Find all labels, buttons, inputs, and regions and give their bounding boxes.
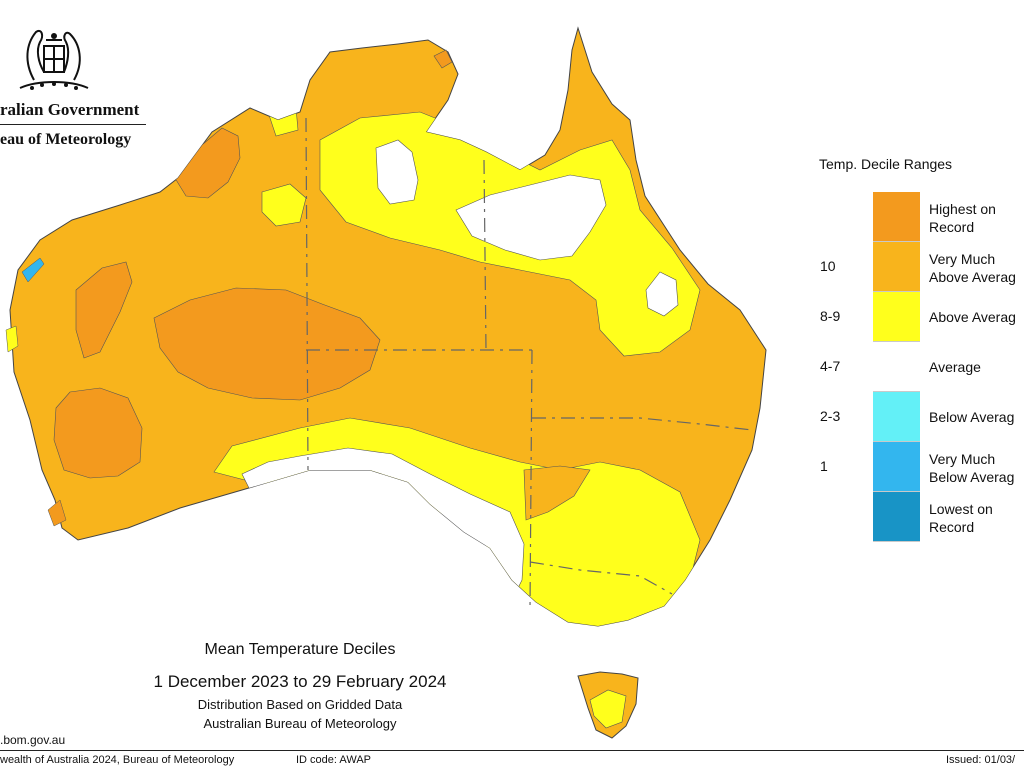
legend-range: 4-7: [820, 358, 841, 374]
tasmania-above-average: [589, 689, 627, 729]
legend-label: Lowest on Record: [929, 501, 993, 535]
island-sw-point: [47, 499, 67, 527]
legend-swatch: [873, 192, 920, 242]
agency-name: ralian Government: [0, 100, 140, 119]
region-highest-wa-west: [75, 261, 133, 359]
region-very-much-above-nsw-south: [523, 465, 591, 521]
legend-swatch: [873, 392, 920, 442]
map-title: Mean Temperature Deciles: [204, 641, 396, 658]
legend-title: Temp. Decile Ranges: [819, 156, 953, 172]
issued-date: Issued: 01/03/: [946, 754, 1016, 766]
legend-label: Highest on Record: [929, 201, 996, 235]
legend-row: 2-3 Below Averag: [820, 392, 1024, 442]
state-borders: [305, 117, 753, 609]
legend-range: 10: [820, 258, 836, 274]
bureau-name: eau of Meteorology: [0, 131, 132, 148]
region-highest-southwest: [53, 387, 143, 479]
legend-swatch: [873, 292, 920, 342]
legend-swatch: [873, 492, 920, 542]
legend-label: Above Averag: [929, 309, 1016, 325]
legend-range: 1: [820, 458, 828, 474]
copyright-text: wealth of Australia 2024, Bureau of Mete…: [0, 754, 235, 766]
footer-divider: [0, 750, 1024, 751]
legend-row: 8-9 Above Averag: [820, 292, 1024, 342]
website-link[interactable]: .bom.gov.au: [0, 733, 66, 747]
legend-label: Very Much Below Averag: [929, 451, 1015, 485]
map-method: Distribution Based on Gridded Data: [197, 697, 403, 712]
legend-label: Below Averag: [929, 409, 1015, 425]
map-source: Australian Bureau of Meteorology: [203, 716, 397, 731]
legend-row: Lowest on Record: [820, 492, 1024, 542]
island-west: [5, 325, 19, 353]
legend-label: Very Much Above Averag: [929, 251, 1016, 285]
region-average-queensland: [455, 174, 607, 261]
region-average-qld-east: [645, 271, 679, 317]
legend-row: Highest on Record: [820, 192, 1024, 242]
legend-range: 2-3: [820, 408, 841, 424]
id-code: ID code: AWAP: [296, 754, 371, 766]
region-average-top-end: [375, 139, 419, 205]
shark-bay-lake: [21, 257, 45, 283]
legend-row: 4-7 Average: [820, 342, 1024, 392]
agency-divider: [0, 124, 146, 125]
map-period: 1 December 2023 to 29 February 2024: [153, 672, 447, 691]
legend-swatch: [873, 442, 920, 492]
legend-swatch: [873, 242, 920, 292]
region-highest-kimberley: [169, 127, 241, 199]
legend-label: Average: [929, 359, 981, 375]
legend-row: 1 Very Much Below Averag: [820, 442, 1024, 492]
coat-of-arms-icon: [19, 30, 89, 90]
legend-row: 10 Very Much Above Averag: [820, 242, 1024, 292]
island-north: [433, 49, 453, 69]
legend-range: 8-9: [820, 308, 841, 324]
region-above-average-kimberley: [261, 183, 307, 227]
legend-swatch: [873, 342, 920, 392]
region-highest-central: [153, 287, 381, 401]
